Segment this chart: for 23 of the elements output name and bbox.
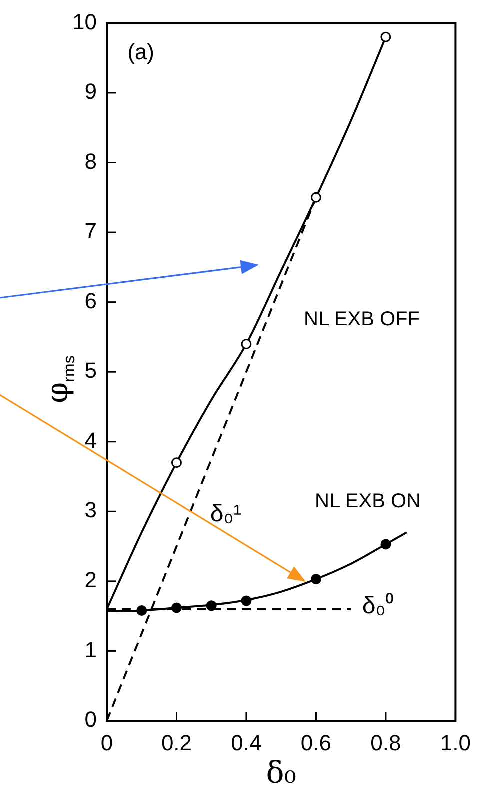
y-tick-label: 6 — [84, 288, 97, 314]
x-tick-label: 0.8 — [370, 730, 402, 756]
x-tick-label: 0.4 — [231, 730, 262, 756]
y-tick-label: 9 — [84, 79, 97, 104]
annotation: NL EXB OFF — [304, 308, 420, 331]
x-tick-label: 0.2 — [161, 730, 192, 756]
x-tick-label: 0 — [100, 730, 114, 756]
y-tick-label: 8 — [84, 148, 97, 174]
y-tick-label: 0 — [84, 707, 97, 732]
annotation: NL EXB ON — [315, 490, 421, 513]
y-tick-label: 5 — [84, 358, 97, 384]
y-tick-label: 2 — [84, 568, 97, 593]
annotation: δ₀¹ — [210, 500, 242, 528]
x-tick-label: 1.0 — [440, 730, 472, 756]
y-tick-label: 4 — [84, 428, 97, 453]
x-tick-label: 0.6 — [300, 730, 332, 756]
y-tick-label: 3 — [84, 498, 97, 523]
y-tick-label: 7 — [84, 218, 97, 244]
annotation: (a) — [128, 39, 154, 64]
x-axis-title: δ₀ — [266, 756, 296, 791]
y-tick-label: 1 — [84, 637, 97, 662]
annotation: δ₀⁰ — [362, 592, 394, 620]
y-tick-label: 10 — [72, 9, 97, 34]
